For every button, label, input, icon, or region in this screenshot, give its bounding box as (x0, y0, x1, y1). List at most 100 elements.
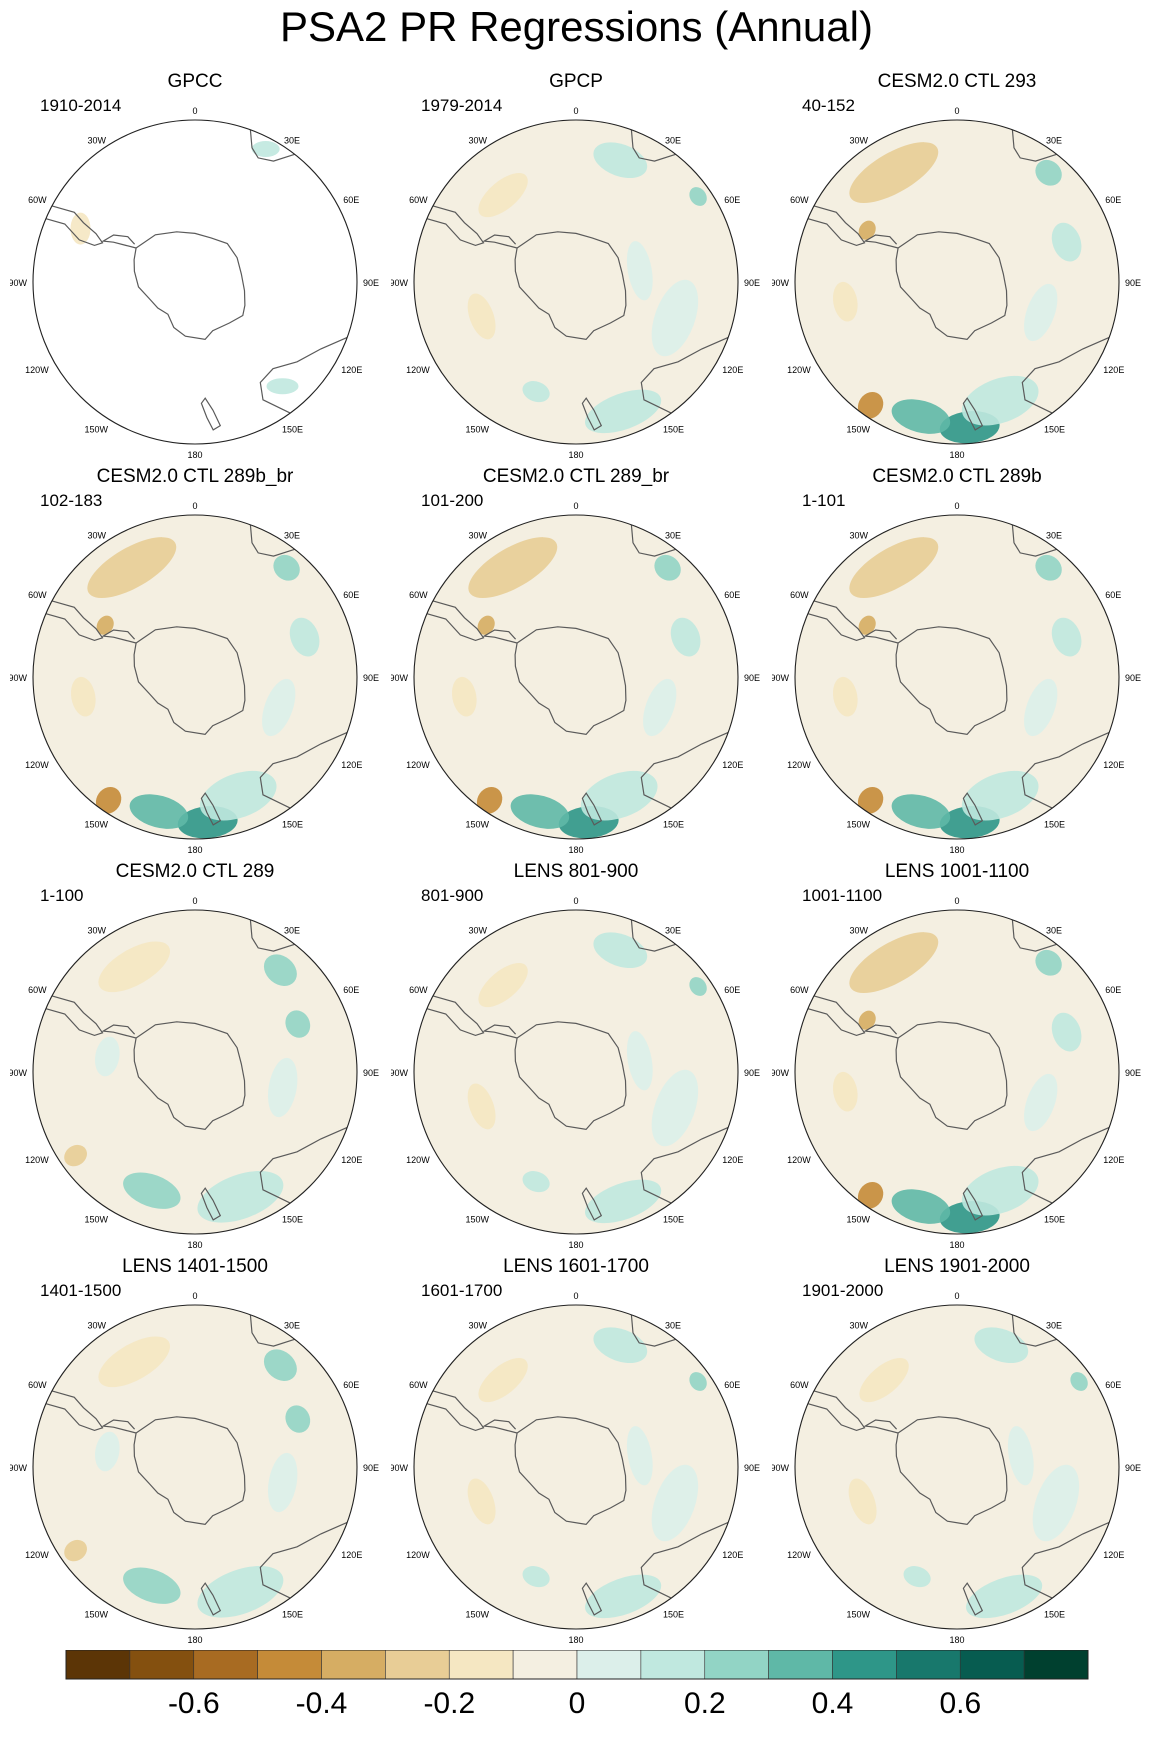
contour-patch (64, 1144, 87, 1167)
longitude-label: 30E (665, 926, 681, 936)
longitude-label: 30E (665, 136, 681, 146)
longitude-label: 60E (343, 1380, 359, 1390)
longitude-label: 0 (954, 1291, 959, 1301)
longitude-label: 30E (665, 531, 681, 541)
contour-patch (1051, 1012, 1082, 1052)
panel-period: 102-183 (40, 491, 103, 510)
longitude-label: 0 (192, 896, 197, 906)
contour-patch (285, 1010, 311, 1038)
longitude-label: 60W (28, 195, 47, 205)
longitude-label: 60W (28, 1380, 47, 1390)
contour-patch (593, 1327, 648, 1364)
map-border (413, 119, 739, 445)
contour-patch (891, 399, 951, 434)
australia-outline (1021, 1126, 1110, 1204)
longitude-label: 150E (1044, 424, 1065, 434)
longitude-label: 30W (849, 926, 868, 936)
map-panel: GPCP 1979-2014 0 30E 60E 90E 120E 150E 180 150W… (391, 70, 761, 460)
longitude-label: 30W (87, 531, 106, 541)
contour-patch (832, 1071, 858, 1112)
contour-patch (476, 787, 503, 814)
contour-patch (1007, 1426, 1034, 1486)
polar-map: 0 30E 60E 90E 120E 150E 180 150W 120W 90W 60W 30W (10, 896, 379, 1250)
new-zealand-outline (962, 397, 984, 431)
longitude-label: 120W (25, 1550, 49, 1560)
longitude-label: 150E (282, 1609, 303, 1619)
longitude-label: 0 (954, 106, 959, 116)
panel-title: CESM2.0 CTL 289 (115, 861, 275, 882)
peninsula-outline (101, 234, 137, 249)
colorbar-swatch (257, 1650, 322, 1680)
longitude-label: 90E (1125, 278, 1141, 288)
contour-patch (966, 1574, 1043, 1619)
longitude-label: 60W (409, 1380, 428, 1390)
longitude-label: 60W (409, 590, 428, 600)
map-border (32, 1304, 358, 1630)
colorbar-swatch (193, 1650, 258, 1680)
longitude-label: 90E (363, 673, 379, 683)
longitude-label: 120W (25, 365, 49, 375)
colorbar-tick-label: -0.4 (296, 1687, 348, 1720)
longitude-label: 60E (343, 985, 359, 995)
peninsula-outline (101, 1419, 137, 1434)
map-border (794, 514, 1120, 840)
longitude-label: 60W (790, 1380, 809, 1390)
contour-patch (1035, 949, 1062, 976)
contour-patch (585, 1574, 662, 1619)
south-america-outline (45, 1390, 104, 1432)
polar-map: 0 30E 60E 90E 120E 150E 180 150W 120W 90W 60W 30W (391, 896, 760, 1250)
regression-field (807, 1314, 1110, 1619)
peninsula-outline (482, 629, 518, 644)
longitude-label: 30E (665, 1321, 681, 1331)
longitude-label: 30E (284, 926, 300, 936)
map-background (33, 1305, 357, 1629)
longitude-label: 0 (573, 896, 578, 906)
antarctica-outline (514, 1416, 627, 1526)
contour-patch (585, 1179, 662, 1224)
longitude-label: 30W (468, 1321, 487, 1331)
longitude-label: 90E (744, 673, 760, 683)
longitude-label: 150W (465, 424, 489, 434)
africa-outline (630, 524, 676, 557)
panel-title: LENS 1401-1500 (122, 1256, 268, 1277)
map-border (413, 514, 739, 840)
south-america-outline (45, 205, 104, 247)
contour-patch (626, 1426, 653, 1486)
longitude-label: 120E (722, 365, 743, 375)
longitude-label: 0 (573, 501, 578, 511)
longitude-label: 90W (10, 1068, 27, 1078)
australia-outline (259, 1126, 348, 1204)
longitude-label: 150E (282, 424, 303, 434)
regression-field (426, 919, 729, 1224)
page-title: PSA2 PR Regressions (Annual) (280, 3, 873, 50)
longitude-label: 180 (568, 1240, 583, 1250)
longitude-label: 30W (849, 1321, 868, 1331)
colorbar-swatch (832, 1650, 897, 1680)
panel-period: 1-101 (802, 491, 846, 510)
longitude-label: 90E (1125, 673, 1141, 683)
panel-title: LENS 1001-1100 (884, 861, 1030, 882)
panel-period: 40-152 (802, 96, 855, 115)
australia-outline (259, 731, 348, 809)
map-border (32, 909, 358, 1235)
polar-map: 0 30E 60E 90E 120E 150E 180 150W 120W 90W 60W 30W (10, 106, 379, 460)
longitude-label: 120E (1103, 365, 1124, 375)
longitude-label: 90W (772, 1463, 789, 1473)
contour-patch (129, 794, 189, 829)
contour-patch (651, 1464, 699, 1542)
panel-period: 1001-1100 (802, 886, 883, 905)
longitude-label: 30E (284, 531, 300, 541)
longitude-label: 60E (1105, 1380, 1121, 1390)
longitude-label: 120W (406, 760, 430, 770)
colorbar-tick-label: 0.4 (812, 1687, 854, 1720)
contour-patch (626, 241, 653, 301)
longitude-label: 150W (846, 1214, 870, 1224)
polar-map: 0 30E 60E 90E 120E 150E 180 150W 120W 90W 60W 30W (772, 896, 1141, 1250)
new-zealand-outline (200, 1582, 222, 1616)
map-border (32, 514, 358, 840)
longitude-label: 180 (568, 1635, 583, 1645)
contour-patch (651, 1069, 699, 1147)
contour-patch (1024, 678, 1058, 737)
longitude-label: 180 (949, 1240, 964, 1250)
contour-patch (858, 615, 876, 635)
